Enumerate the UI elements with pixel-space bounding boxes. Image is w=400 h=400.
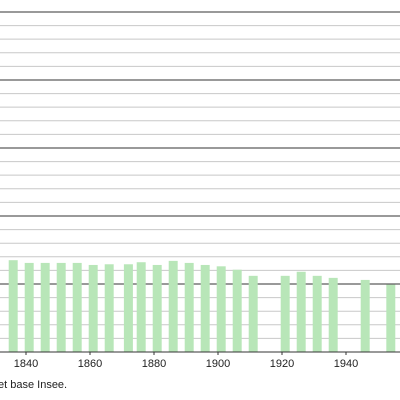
bar bbox=[296, 271, 306, 352]
bar bbox=[232, 269, 242, 352]
bar bbox=[123, 264, 133, 352]
bar bbox=[280, 275, 290, 352]
bar bbox=[184, 262, 194, 352]
bar bbox=[200, 264, 210, 352]
x-tick-label: 1840 bbox=[14, 358, 38, 370]
bar bbox=[360, 279, 370, 352]
bar bbox=[72, 262, 82, 352]
x-tick-label: 1940 bbox=[334, 358, 358, 370]
bar bbox=[104, 264, 114, 352]
bar bbox=[40, 262, 50, 352]
bar bbox=[248, 275, 258, 352]
bar bbox=[152, 264, 162, 352]
bar bbox=[312, 275, 322, 352]
bar bbox=[328, 277, 338, 352]
bar bbox=[386, 284, 396, 352]
bar bbox=[216, 266, 226, 352]
x-tick-label: 1900 bbox=[206, 358, 230, 370]
bar bbox=[8, 260, 18, 352]
bar bbox=[88, 264, 98, 352]
bar bbox=[136, 262, 146, 352]
bar bbox=[168, 260, 178, 352]
bar bbox=[56, 262, 66, 352]
x-tick-label: 1880 bbox=[142, 358, 166, 370]
bar bbox=[24, 262, 34, 352]
source-note: et base Insee. bbox=[0, 379, 67, 391]
x-tick-label: 1920 bbox=[270, 358, 294, 370]
x-tick-label: 1860 bbox=[78, 358, 102, 370]
